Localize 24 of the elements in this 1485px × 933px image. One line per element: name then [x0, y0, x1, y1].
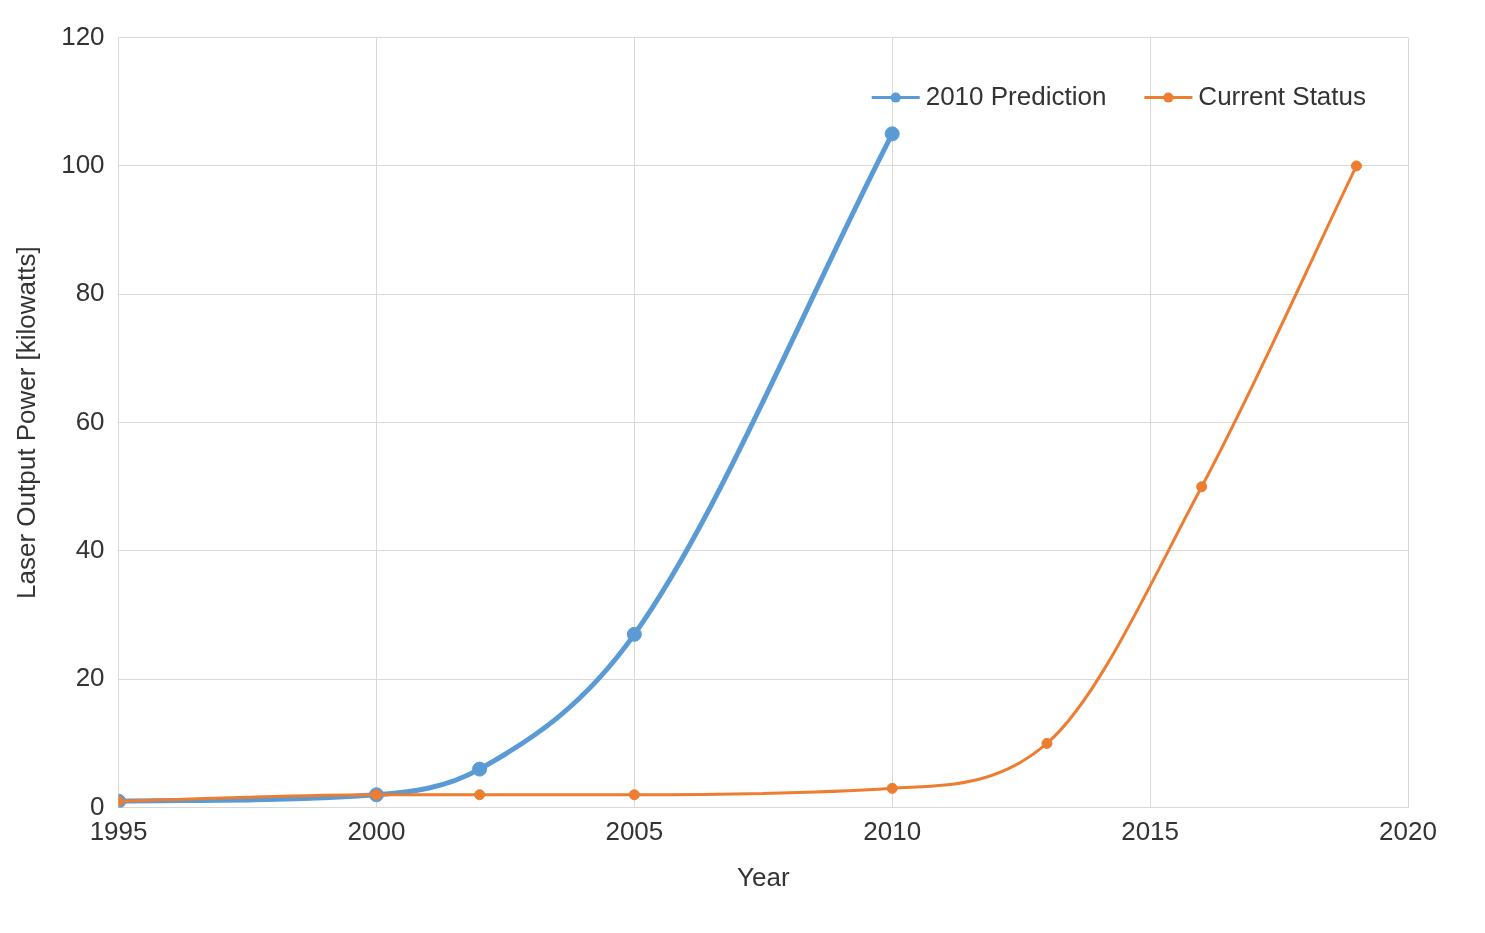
legend-label: 2010 Prediction: [925, 80, 1107, 111]
y-tick-label: 60: [75, 405, 105, 436]
point: [628, 789, 640, 801]
point: [1196, 481, 1208, 493]
y-tick-label: 100: [61, 149, 105, 180]
point: [1350, 160, 1362, 172]
point: [626, 626, 642, 642]
y-tick-label: 20: [75, 662, 105, 693]
x-tick-label: 2015: [1121, 816, 1180, 847]
point: [472, 761, 488, 777]
x-tick-label: 2020: [1379, 816, 1437, 847]
y-tick-label: 40: [75, 534, 105, 565]
x-tick-label: 2010: [863, 816, 922, 847]
legend-label: Current Status: [1198, 80, 1367, 111]
x-tick-label: 2005: [605, 816, 664, 847]
y-tick-label: 120: [61, 20, 105, 51]
x-tick-label: 2000: [347, 816, 406, 847]
point: [884, 126, 900, 142]
point: [1041, 737, 1053, 749]
y-tick-label: 80: [75, 277, 105, 308]
x-axis-title: Year: [737, 861, 790, 892]
y-axis-title: Laser Output Power [kilowatts]: [10, 246, 41, 599]
point: [886, 782, 898, 794]
point: [474, 789, 486, 801]
